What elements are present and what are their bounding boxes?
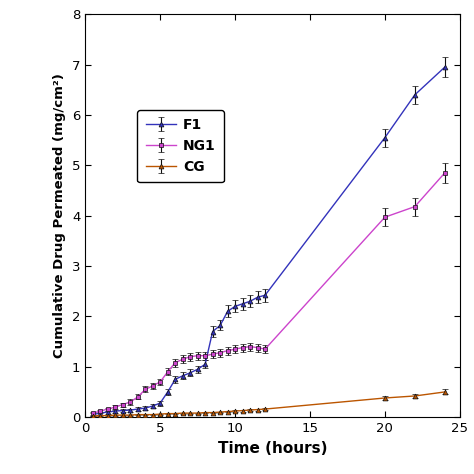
X-axis label: Time (hours): Time (hours) [218,440,328,456]
Y-axis label: Cumulative Drug Permeated (mg/cm²): Cumulative Drug Permeated (mg/cm²) [54,73,66,358]
Legend: F1, NG1, CG: F1, NG1, CG [137,110,224,182]
